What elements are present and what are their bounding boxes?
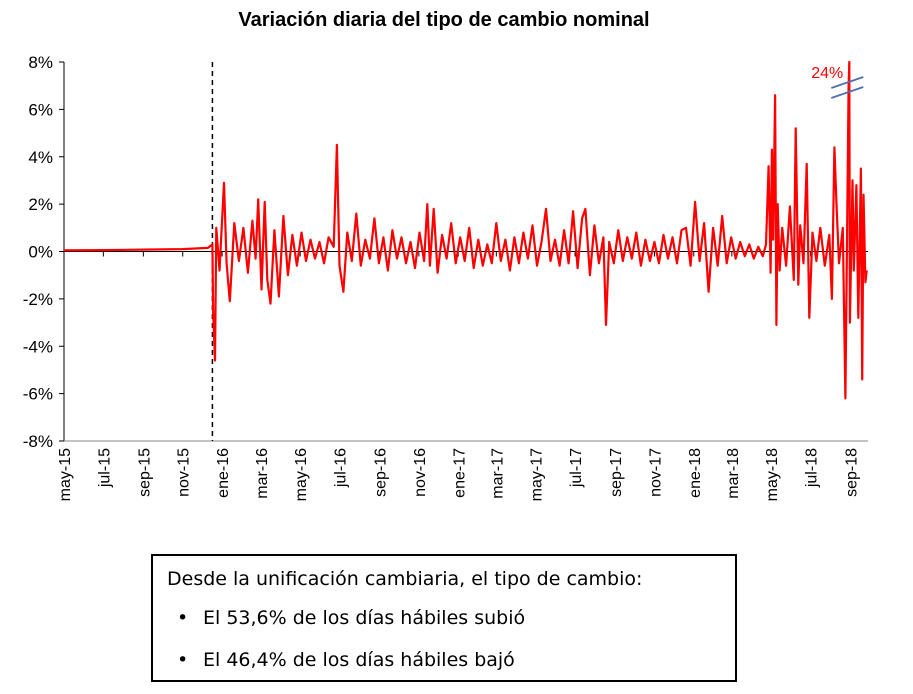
x-tick-label: jul-15 <box>96 448 113 488</box>
bullet-icon: • <box>177 607 189 629</box>
y-tick-label: 8% <box>28 53 53 72</box>
x-tick-label: sep-17 <box>608 448 625 497</box>
y-tick-label: 0% <box>28 243 53 262</box>
chart-title: Variación diaria del tipo de cambio nomi… <box>238 9 649 31</box>
x-tick-label: ene-18 <box>687 448 704 498</box>
x-tick-label: ene-16 <box>215 448 232 498</box>
summary-item-up: • El 53,6% de los días hábiles subió <box>177 607 525 629</box>
x-tick-label: mar-18 <box>725 448 742 499</box>
x-axis: may-15 jul-15 sep-15 nov-15 ene-16 mar-16 may-… <box>57 251 868 501</box>
annotation-layer: 24% <box>811 65 864 99</box>
x-tick-label: ene-17 <box>451 448 468 498</box>
x-tick-label: may-16 <box>293 448 310 501</box>
x-tick-label: jul-17 <box>568 448 585 488</box>
x-tick-label: sep-16 <box>373 448 390 497</box>
break-value-label: 24% <box>811 65 843 82</box>
x-tick-label: nov-16 <box>412 448 429 497</box>
y-tick-label: 4% <box>28 148 53 167</box>
x-tick-label: may-15 <box>57 448 74 501</box>
x-tick-label: may-18 <box>764 448 781 501</box>
series-layer <box>63 60 868 400</box>
y-tick-label: 6% <box>28 100 53 119</box>
y-tick-label: -4% <box>23 337 53 356</box>
summary-item-down: • El 46,4% de los días hábiles bajó <box>177 649 515 671</box>
y-tick-label: -2% <box>23 290 53 309</box>
summary-title: Desde la unificación cambiaria, el tipo … <box>167 568 643 590</box>
x-tick-label: nov-17 <box>647 448 664 497</box>
x-tick-label: mar-16 <box>254 448 271 499</box>
summary-box: Desde la unificación cambiaria, el tipo … <box>151 554 737 682</box>
y-tick-label: 2% <box>28 195 53 214</box>
x-tick-label: may-17 <box>529 448 546 501</box>
summary-item-text: El 46,4% de los días hábiles bajó <box>203 649 515 671</box>
y-tick-label: -8% <box>23 432 53 451</box>
x-tick-label: jul-18 <box>804 448 821 488</box>
chart: Variación diaria del tipo de cambio nomi… <box>23 9 868 501</box>
y-axis: 8% 6% 4% 2% 0% -2% -4% -6% -8% <box>23 53 65 451</box>
x-tick-label: mar-17 <box>489 448 506 499</box>
axis-break-mark <box>830 86 864 99</box>
axis-break-mark <box>830 76 864 89</box>
y-tick-label: -6% <box>23 385 53 404</box>
x-tick-label: sep-18 <box>844 448 861 497</box>
summary-item-text: El 53,6% de los días hábiles subió <box>203 607 526 629</box>
x-tick-label: nov-15 <box>176 448 193 497</box>
bullet-icon: • <box>177 649 189 671</box>
x-tick-label: jul-16 <box>333 448 350 488</box>
x-tick-label: sep-15 <box>136 448 153 497</box>
series-line <box>63 60 868 400</box>
